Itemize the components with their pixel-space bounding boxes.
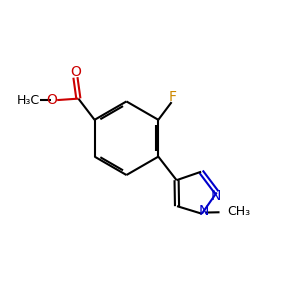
Text: CH₃: CH₃: [227, 205, 250, 218]
Text: H₃C: H₃C: [17, 94, 40, 106]
Text: N: N: [211, 189, 221, 203]
Text: N: N: [198, 204, 208, 218]
Text: O: O: [46, 93, 57, 107]
Text: O: O: [70, 64, 81, 79]
Text: F: F: [168, 90, 176, 104]
